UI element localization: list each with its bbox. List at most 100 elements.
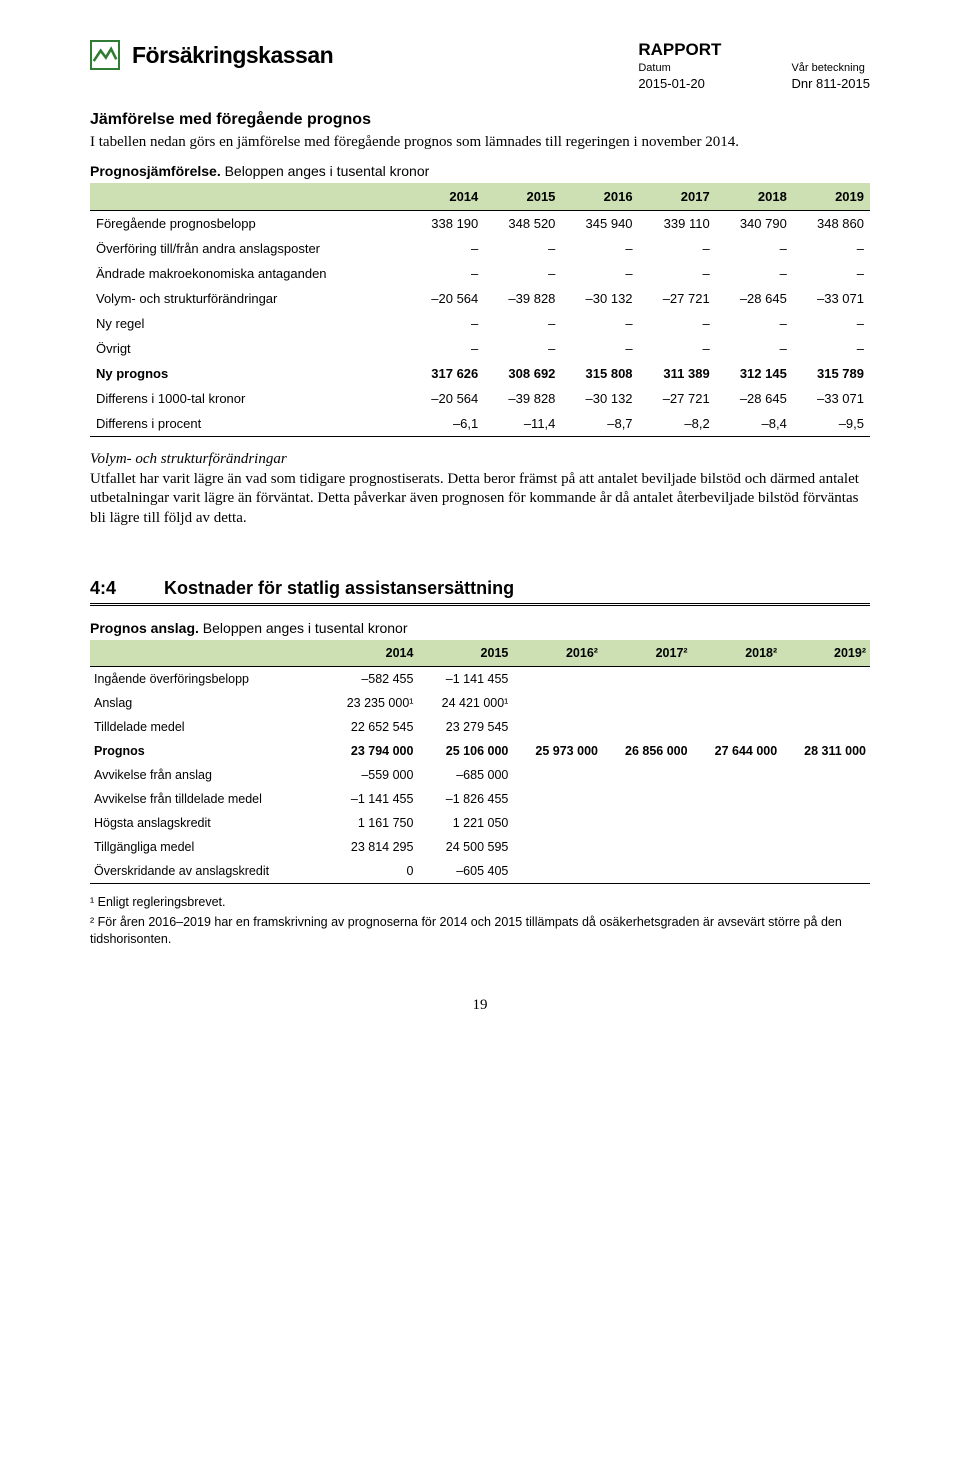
cell <box>692 811 782 835</box>
cell <box>781 691 870 715</box>
section-4-4-heading: 4:4 Kostnader för statlig assistansersät… <box>90 578 870 606</box>
cell: –27 721 <box>639 386 716 411</box>
cell <box>692 715 782 739</box>
header-meta: RAPPORT Datum 2015-01-20 Vår beteckning … <box>638 40 870 91</box>
volym-heading: Volym- och strukturförändringar <box>90 451 870 468</box>
cell: –27 721 <box>639 286 716 311</box>
table-col-header: 2017² <box>602 640 692 667</box>
table-col-header: 2015 <box>484 183 561 211</box>
cell: –6,1 <box>407 411 484 437</box>
cell: –39 828 <box>484 386 561 411</box>
cell: 339 110 <box>639 210 716 236</box>
cell: – <box>561 336 638 361</box>
cell: – <box>716 336 793 361</box>
table-row: Föregående prognosbelopp338 190348 52034… <box>90 210 870 236</box>
cell: – <box>639 336 716 361</box>
cell <box>692 763 782 787</box>
cell <box>512 835 602 859</box>
cell <box>512 691 602 715</box>
cell <box>602 811 692 835</box>
report-label: RAPPORT <box>638 40 721 60</box>
table-col-header: 2014 <box>323 640 418 667</box>
cell: – <box>407 311 484 336</box>
table-row: Volym- och strukturförändringar–20 564–3… <box>90 286 870 311</box>
table-col-header: 2016 <box>561 183 638 211</box>
table-prognosjamforelse: 201420152016201720182019 Föregående prog… <box>90 183 870 437</box>
cell: 28 311 000 <box>781 739 870 763</box>
cell <box>781 763 870 787</box>
table2-caption-bold: Prognos anslag. <box>90 620 199 636</box>
cell <box>692 691 782 715</box>
cell: – <box>484 261 561 286</box>
cell: 308 692 <box>484 361 561 386</box>
table-row: Ny prognos317 626308 692315 808311 38931… <box>90 361 870 386</box>
cell <box>781 715 870 739</box>
cell: – <box>793 261 870 286</box>
cell <box>512 859 602 884</box>
cell: –8,7 <box>561 411 638 437</box>
cell: 0 <box>323 859 418 884</box>
cell <box>692 859 782 884</box>
cell <box>692 667 782 692</box>
cell: –9,5 <box>793 411 870 437</box>
cell: 25 973 000 <box>512 739 602 763</box>
table-row: Högsta anslagskredit1 161 7501 221 050 <box>90 811 870 835</box>
cell: – <box>793 336 870 361</box>
table-row: Avvikelse från tilldelade medel–1 141 45… <box>90 787 870 811</box>
cell: 340 790 <box>716 210 793 236</box>
cell <box>781 811 870 835</box>
table-row: Prognos23 794 00025 106 00025 973 00026 … <box>90 739 870 763</box>
row-label: Ny prognos <box>90 361 407 386</box>
row-label: Ändrade makroekonomiska antaganden <box>90 261 407 286</box>
cell <box>602 715 692 739</box>
section-title-compare: Jämförelse med föregående prognos <box>90 111 870 129</box>
cell <box>602 691 692 715</box>
cell: –11,4 <box>484 411 561 437</box>
cell: –8,2 <box>639 411 716 437</box>
section-title: Kostnader för statlig assistansersättnin… <box>164 578 514 599</box>
cell: 23 814 295 <box>323 835 418 859</box>
ref-label: Vår beteckning <box>791 62 870 74</box>
brand-logo-icon <box>90 40 120 70</box>
row-label: Prognos <box>90 739 323 763</box>
row-label: Ny regel <box>90 311 407 336</box>
cell: –28 645 <box>716 286 793 311</box>
row-label: Differens i procent <box>90 411 407 437</box>
footnote-2: ² För åren 2016–2019 har en framskrivnin… <box>90 914 870 947</box>
cell <box>512 667 602 692</box>
cell <box>512 715 602 739</box>
cell: – <box>561 261 638 286</box>
cell: –8,4 <box>716 411 793 437</box>
cell <box>512 763 602 787</box>
table-col-header: 2015 <box>417 640 512 667</box>
cell: – <box>716 236 793 261</box>
cell: –1 141 455 <box>323 787 418 811</box>
cell <box>692 835 782 859</box>
cell: – <box>716 311 793 336</box>
table2-caption-rest: Beloppen anges i tusental kronor <box>199 620 408 636</box>
cell: 23 279 545 <box>417 715 512 739</box>
cell: 1 161 750 <box>323 811 418 835</box>
cell: – <box>484 336 561 361</box>
cell <box>602 835 692 859</box>
cell <box>602 859 692 884</box>
cell: –1 141 455 <box>417 667 512 692</box>
row-label: Ingående överföringsbelopp <box>90 667 323 692</box>
cell: –1 826 455 <box>417 787 512 811</box>
row-label: Tilldelade medel <box>90 715 323 739</box>
cell: 315 789 <box>793 361 870 386</box>
row-label: Överskridande av anslagskredit <box>90 859 323 884</box>
table-col-header <box>90 640 323 667</box>
table-col-header: 2014 <box>407 183 484 211</box>
cell: – <box>561 236 638 261</box>
cell: –39 828 <box>484 286 561 311</box>
cell: 345 940 <box>561 210 638 236</box>
row-label: Anslag <box>90 691 323 715</box>
cell <box>602 763 692 787</box>
table-col-header <box>90 183 407 211</box>
cell: – <box>793 236 870 261</box>
cell: 317 626 <box>407 361 484 386</box>
page-number: 19 <box>90 997 870 1014</box>
cell: –20 564 <box>407 286 484 311</box>
volym-body: Utfallet har varit lägre än vad som tidi… <box>90 470 870 529</box>
